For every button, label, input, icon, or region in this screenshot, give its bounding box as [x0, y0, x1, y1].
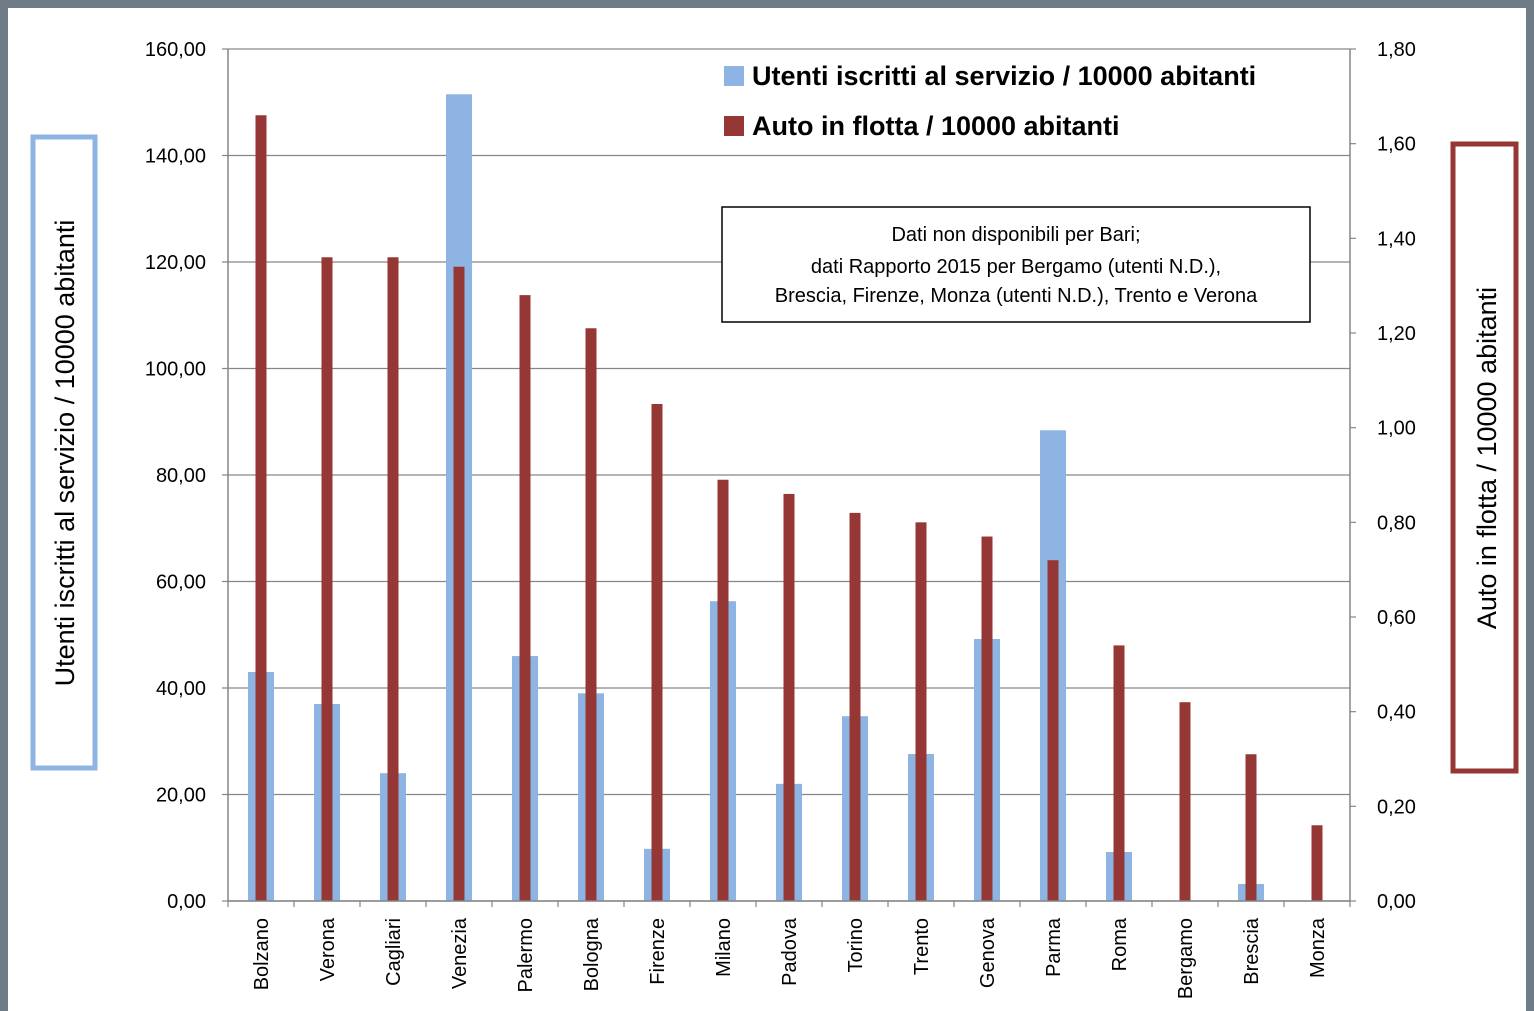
y-right-tick-label: 0,00: [1377, 891, 1416, 913]
bar-auto: [585, 328, 597, 901]
y-right-tick-label: 0,60: [1377, 607, 1416, 629]
legend: Utenti iscritti al servizio / 10000 abit…: [724, 61, 1256, 141]
bar-auto: [1047, 560, 1059, 901]
category-label: Trento: [911, 918, 933, 975]
annotation-line-1: Dati non disponibili per Bari;: [891, 224, 1140, 246]
category-label: Padova: [779, 917, 801, 986]
legend-swatch-auto: [724, 116, 744, 136]
category-label: Milano: [713, 918, 735, 977]
y-tick-label: 0,00: [167, 891, 206, 913]
legend-label-auto: Auto in flotta / 10000 abitanti: [752, 111, 1120, 141]
y-right-tick-label: 1,40: [1377, 228, 1416, 250]
right-axis-ticks: 0,00 0,20 0,40 0,60 0,80 1,00 1,20 1,40 1,60 1,80: [1350, 39, 1416, 913]
bar-auto: [1245, 754, 1257, 901]
bar-auto: [783, 493, 795, 901]
bar-auto: [1311, 825, 1323, 901]
y-right-tick-label: 0,40: [1377, 702, 1416, 724]
bar-auto: [849, 512, 861, 901]
bar-auto: [1179, 702, 1191, 901]
bar-auto: [255, 115, 267, 902]
legend-swatch-utenti: [724, 66, 744, 86]
category-label: Roma: [1109, 917, 1131, 971]
left-axis-title: Utenti iscritti al servizio / 10000 abit…: [50, 220, 80, 687]
category-label: Genova: [977, 917, 999, 988]
bar-auto: [453, 266, 465, 901]
y-right-tick-label: 1,80: [1377, 39, 1416, 61]
y-right-tick-label: 1,20: [1377, 323, 1416, 345]
y-tick-label: 80,00: [156, 465, 206, 487]
annotation-line-2: dati Rapporto 2015 per Bergamo (utenti N…: [811, 256, 1221, 278]
left-axis-title-box: Utenti iscritti al servizio / 10000 abit…: [30, 134, 98, 771]
y-right-tick-label: 1,60: [1377, 134, 1416, 156]
category-labels: Bolzano Verona Cagliari Venezia Palermo Bolog…: [251, 917, 1329, 999]
right-axis-title-box: Auto in flotta / 10000 abitanti: [1450, 141, 1519, 774]
left-axis-ticks: 0,00 20,00 40,00 60,00 80,00 100,00 120,00 140,…: [145, 39, 228, 913]
category-label: Torino: [845, 918, 867, 972]
category-label: Monza: [1307, 917, 1329, 978]
legend-label-utenti: Utenti iscritti al servizio / 10000 abit…: [752, 61, 1256, 91]
right-axis-title: Auto in flotta / 10000 abitanti: [1472, 287, 1502, 629]
y-tick-label: 100,00: [145, 359, 206, 381]
y-right-tick-label: 1,00: [1377, 418, 1416, 440]
y-right-tick-label: 0,20: [1377, 796, 1416, 818]
category-label: Bergamo: [1175, 918, 1197, 999]
annotation-box: Dati non disponibili per Bari; dati Rapp…: [721, 206, 1311, 323]
annotation-line-3: Brescia, Firenze, Monza (utenti N.D.), T…: [775, 285, 1258, 307]
bar-auto: [1113, 645, 1125, 901]
category-label: Firenze: [647, 918, 669, 985]
bar-auto: [651, 404, 663, 901]
y-tick-label: 20,00: [156, 785, 206, 807]
series-auto: [255, 115, 1323, 902]
y-tick-label: 160,00: [145, 39, 206, 61]
bar-auto: [717, 479, 729, 901]
bar-auto: [321, 257, 333, 901]
y-right-tick-label: 0,80: [1377, 512, 1416, 534]
category-label: Bologna: [581, 917, 603, 991]
y-tick-label: 120,00: [145, 252, 206, 274]
category-label: Cagliari: [383, 918, 405, 986]
category-label: Bolzano: [251, 918, 273, 990]
bar-auto: [981, 536, 993, 901]
y-tick-label: 140,00: [145, 146, 206, 168]
category-label: Parma: [1043, 917, 1065, 977]
bar-auto: [387, 257, 399, 901]
y-tick-label: 40,00: [156, 678, 206, 700]
bar-auto: [915, 522, 927, 901]
category-label: Verona: [317, 917, 339, 981]
category-label: Venezia: [449, 917, 471, 989]
category-label: Brescia: [1241, 917, 1263, 985]
y-tick-label: 60,00: [156, 572, 206, 594]
bar-auto: [519, 295, 531, 902]
category-label: Palermo: [515, 918, 537, 992]
